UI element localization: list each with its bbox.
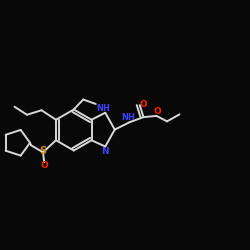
Text: NH: NH [96,104,110,113]
Text: NH: NH [122,113,136,122]
Text: S: S [40,146,46,156]
Text: O: O [140,100,148,109]
Text: N: N [101,146,108,156]
Text: O: O [154,107,161,116]
Text: O: O [40,161,48,170]
